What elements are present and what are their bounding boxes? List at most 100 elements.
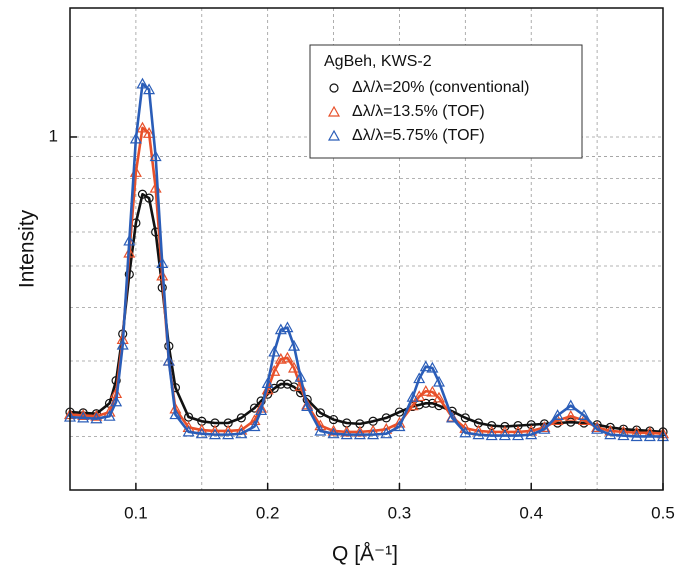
data-point — [340, 428, 353, 440]
legend-label: Δλ/λ=20% (conventional) — [352, 79, 529, 96]
data-point — [432, 375, 445, 387]
plot-frame — [69, 7, 664, 491]
data-point — [538, 422, 551, 434]
data-point — [485, 429, 498, 441]
data-point — [393, 420, 406, 432]
data-point — [149, 150, 162, 162]
data-point — [472, 428, 485, 440]
data-point — [406, 390, 419, 402]
data-point — [116, 338, 129, 350]
data-point — [208, 428, 221, 440]
data-point — [123, 234, 136, 246]
data-point — [367, 428, 380, 440]
x-tick-label: 0.3 — [388, 503, 412, 522]
plot-area — [63, 77, 670, 442]
data-point — [301, 400, 314, 412]
data-point — [268, 364, 281, 376]
data-point — [162, 354, 175, 366]
data-point — [327, 427, 340, 439]
data-point — [427, 398, 437, 408]
data-point — [255, 404, 268, 416]
data-point — [394, 407, 405, 417]
data-point — [604, 428, 617, 440]
legend-box — [309, 44, 583, 159]
data-point — [617, 429, 630, 441]
data-point — [143, 83, 156, 95]
data-point — [577, 409, 590, 420]
data-point — [136, 121, 149, 133]
data-point — [195, 427, 208, 439]
legend-title: AgBeh, KWS-2 — [324, 53, 432, 70]
data-point — [169, 408, 182, 420]
data-point — [281, 351, 294, 363]
data-point — [421, 398, 431, 408]
x-tick-label: 0.2 — [256, 503, 280, 522]
data-point — [77, 409, 90, 420]
data-point — [381, 413, 391, 423]
data-point — [419, 360, 432, 372]
data-point — [459, 426, 472, 438]
data-point — [288, 339, 301, 351]
data-point — [90, 412, 103, 424]
x-tick-label: 0.1 — [124, 503, 148, 522]
data-point — [426, 385, 439, 397]
data-point — [144, 193, 154, 203]
data-point — [419, 385, 432, 396]
data-point — [77, 411, 90, 423]
data-point — [182, 425, 195, 437]
data-point — [129, 132, 142, 144]
data-point — [643, 430, 656, 442]
data-point — [90, 409, 103, 421]
data-point — [261, 377, 274, 389]
data-point — [426, 361, 439, 373]
data-point — [222, 428, 235, 440]
data-point — [446, 411, 459, 423]
data-point — [103, 409, 116, 421]
data-point — [380, 427, 393, 439]
data-point — [413, 390, 426, 402]
data-point — [248, 420, 261, 432]
data-point — [460, 413, 470, 423]
data-point — [564, 399, 577, 411]
legend-marker — [327, 105, 341, 117]
data-point — [353, 428, 366, 440]
data-point — [525, 428, 538, 440]
data-point — [288, 361, 301, 373]
data-point — [328, 414, 339, 425]
legend: AgBeh, KWS-2 Δλ/λ=20% (conventional) Δλ/λ=… — [309, 44, 583, 159]
data-point — [268, 345, 281, 357]
legend-label: Δλ/λ=5.75% (TOF) — [352, 127, 485, 144]
data-point — [136, 77, 149, 89]
legend-label: Δλ/λ=13.5% (TOF) — [352, 103, 485, 120]
data-point — [432, 391, 445, 403]
data-point — [235, 427, 248, 439]
data-point — [281, 321, 294, 333]
data-point — [566, 417, 576, 427]
data-point — [236, 413, 246, 423]
data-point — [276, 379, 286, 389]
data-point — [137, 189, 148, 199]
data-point — [551, 409, 564, 420]
data-point — [314, 424, 327, 436]
legend-marker — [327, 129, 341, 141]
legend-marker — [329, 83, 339, 93]
data-point — [512, 429, 525, 441]
data-point — [156, 257, 169, 268]
y-axis-label: Intensity — [16, 209, 39, 288]
x-axis-label: Q [Å⁻¹] — [332, 543, 398, 566]
data-point — [274, 352, 287, 364]
x-tick-label: 0.5 — [651, 503, 675, 522]
data-point — [110, 395, 123, 407]
data-point — [294, 370, 307, 382]
data-point — [143, 127, 156, 138]
data-point — [315, 408, 325, 418]
x-tick-label: 0.4 — [519, 503, 543, 522]
data-point — [498, 429, 511, 441]
data-point — [630, 430, 643, 442]
data-point — [184, 412, 194, 422]
data-point — [591, 422, 604, 434]
data-point — [564, 409, 577, 421]
y-tick-label: 1 — [49, 126, 58, 145]
data-point — [413, 372, 426, 384]
